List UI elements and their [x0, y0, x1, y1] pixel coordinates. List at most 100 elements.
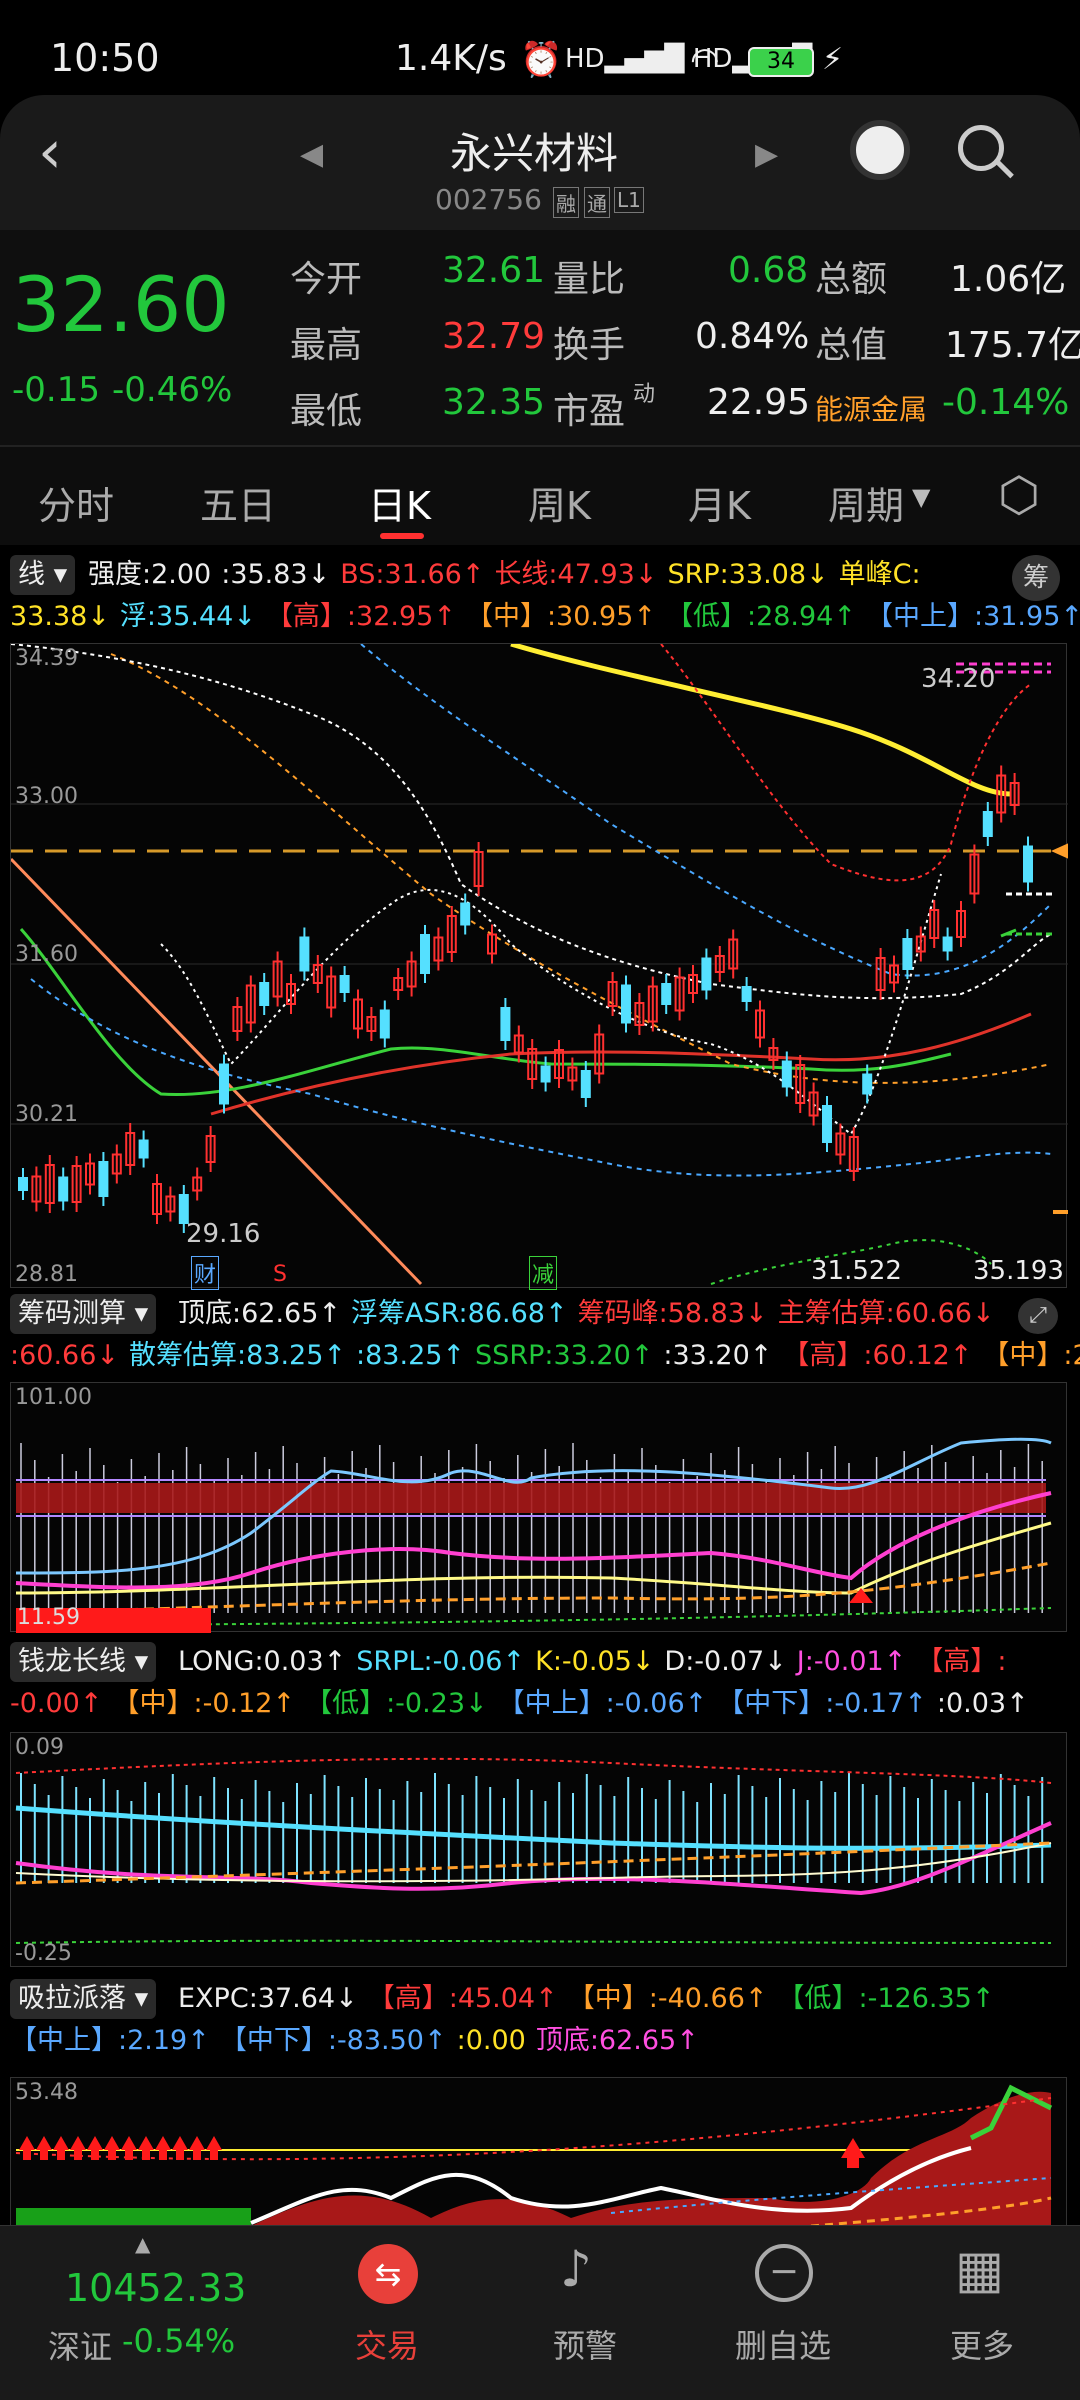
- chip-indicator-select[interactable]: 筹码测算 ▾: [10, 1294, 157, 1334]
- y-axis-min: 28.81: [15, 1262, 78, 1287]
- main-indicator-select[interactable]: 线 ▾: [10, 555, 76, 595]
- indicator-value: D:-0.07↓: [664, 1646, 787, 1677]
- expc-svg: [15, 2084, 1053, 2228]
- long-indicator-select[interactable]: 钱龙长线 ▾: [10, 1642, 157, 1682]
- candle: [701, 957, 712, 991]
- candle: [31, 1175, 42, 1203]
- tab-daily-k[interactable]: 日K: [368, 484, 431, 528]
- candle: [205, 1135, 216, 1163]
- indicator-value: 【中】:30.95↑: [465, 601, 656, 632]
- band-red: [660, 643, 1032, 882]
- kline-chart[interactable]: 34.39 33.00 31.60 30.21 28.81 34.20 29.1…: [9, 641, 1071, 1290]
- low-label: 最低: [290, 391, 363, 432]
- price-change: -0.15: [12, 370, 100, 410]
- nav-remove-watchlist[interactable]: 删自选: [735, 2327, 832, 2365]
- nav-more[interactable]: 更多: [950, 2327, 1015, 2365]
- index-name: 深证: [48, 2328, 113, 2366]
- candle: [822, 1105, 832, 1143]
- candle: [835, 1132, 846, 1156]
- period-dropdown-icon[interactable]: ▼: [912, 483, 931, 511]
- y-axis-1: 33.00: [15, 784, 78, 809]
- candle: [152, 1183, 162, 1215]
- candlesticks: [18, 765, 1033, 1233]
- candle: [165, 1195, 176, 1213]
- trade-icon[interactable]: ⇆: [358, 2244, 418, 2304]
- assistant-avatar-icon[interactable]: [850, 120, 910, 180]
- chip-button[interactable]: 筹: [1012, 555, 1060, 601]
- buy-arrow: [121, 2136, 137, 2160]
- stock-header: ‹ ◀ 永兴材料 002756 融 通 L1 ▶: [0, 95, 1080, 230]
- chip-chart[interactable]: 101.00 11.59: [10, 1382, 1067, 1633]
- wifi-icon: ◠: [690, 40, 720, 80]
- indicator-main-header: 线 ▾ 强度:2.00:35.83↓ BS:31.66↑ 长线:47.93↓ SRP:…: [0, 550, 1080, 642]
- expand-icon[interactable]: ⤢: [1018, 1298, 1058, 1334]
- candle: [808, 1091, 819, 1117]
- event-marker-reduce[interactable]: 减: [529, 1256, 558, 1290]
- alert-bell-icon[interactable]: ♪: [560, 2240, 592, 2298]
- quote-panel: 32.60 -0.15 -0.46% 今开 32.61 最高 32.79 最低 …: [0, 230, 1080, 445]
- candle: [862, 1073, 873, 1095]
- trend-line: [9, 857, 423, 1286]
- chip-y-min: 11.59: [17, 1605, 80, 1630]
- sector-name[interactable]: 能源金属: [815, 393, 928, 426]
- index-expand-icon[interactable]: ▲: [135, 2232, 151, 2256]
- candle: [44, 1164, 55, 1204]
- buy-arrow: [206, 2136, 222, 2160]
- indicator-value: 【中上】:31.95↑: [865, 601, 1080, 632]
- indicator-value: 散筹估算:83.25↑: [129, 1340, 347, 1371]
- candle: [232, 1006, 243, 1032]
- candle: [580, 1070, 591, 1098]
- tab-period[interactable]: 周期: [828, 484, 905, 528]
- candle: [594, 1033, 605, 1075]
- indicator-value: :35.83↓: [221, 559, 331, 590]
- candle: [85, 1162, 95, 1186]
- pe-sup: 动: [633, 382, 656, 407]
- sector-change[interactable]: -0.14%: [942, 382, 1070, 423]
- candle: [688, 974, 698, 994]
- candle: [111, 1153, 122, 1175]
- market-cap-label: 总值: [815, 325, 888, 366]
- indicator-value: 【高】:60.12↑: [782, 1340, 973, 1371]
- event-marker-s[interactable]: S: [273, 1262, 287, 1287]
- indicator-value: 【中下】:-0.17↑: [717, 1688, 927, 1719]
- more-grid-icon[interactable]: ▦: [955, 2240, 1005, 2300]
- nav-alert[interactable]: 预警: [553, 2327, 618, 2365]
- settings-hexagon-icon[interactable]: ⬡: [998, 467, 1040, 523]
- expc-chart[interactable]: 53.48: [10, 2077, 1067, 2228]
- candle: [915, 935, 926, 953]
- candle: [406, 960, 417, 988]
- event-marker-finance[interactable]: 财: [191, 1256, 220, 1290]
- tab-five-day[interactable]: 五日: [200, 484, 277, 528]
- bottom-value-2: 35.193: [973, 1256, 1064, 1286]
- band-upper: [360, 643, 1052, 977]
- remove-watchlist-icon[interactable]: −: [755, 2244, 813, 2302]
- tab-weekly-k[interactable]: 周K: [528, 484, 591, 528]
- prev-stock-icon[interactable]: ◀: [300, 137, 324, 172]
- next-stock-icon[interactable]: ▶: [755, 137, 779, 172]
- search-icon-handle: [996, 160, 1014, 179]
- nav-trade[interactable]: 交易: [355, 2327, 420, 2365]
- candle: [875, 957, 886, 991]
- stock-code: 002756: [435, 183, 542, 216]
- expc-indicator-select[interactable]: 吸拉派落 ▾: [10, 1979, 157, 2019]
- ind1-line2: 33.38↓ 浮:35.44↓ 【高】:32.95↑ 【中】:30.95↑ 【低】:28…: [10, 597, 1080, 637]
- tab-monthly-k[interactable]: 月K: [688, 484, 751, 528]
- market-cap-value: 175.7亿: [945, 325, 1080, 366]
- indicator-value: 长线:47.93↓: [494, 559, 658, 590]
- candle: [353, 998, 363, 1030]
- search-icon[interactable]: [958, 125, 1004, 171]
- candle: [339, 975, 350, 993]
- bottom-nav: ▲ 10452.33 深证 -0.54% ⇆ 交易 ♪ 预警 − 删自选 ▦ 更…: [0, 2225, 1080, 2400]
- candle: [714, 955, 725, 973]
- back-icon[interactable]: ‹: [38, 117, 62, 187]
- candle: [755, 1009, 765, 1039]
- tab-intraday[interactable]: 分时: [38, 484, 115, 528]
- candle: [286, 983, 296, 1005]
- candle: [379, 1009, 390, 1039]
- open-label: 今开: [290, 259, 363, 300]
- band-white: [10, 643, 1052, 1000]
- long-chart[interactable]: 0.09 -0.25: [10, 1732, 1067, 1967]
- ind1-line1: 强度:2.00:35.83↓ BS:31.66↑ 长线:47.93↓ SRP:33.0…: [88, 555, 931, 595]
- index-value[interactable]: 10452.33: [65, 2266, 247, 2310]
- indicator-value: BS:31.66↑: [340, 559, 485, 590]
